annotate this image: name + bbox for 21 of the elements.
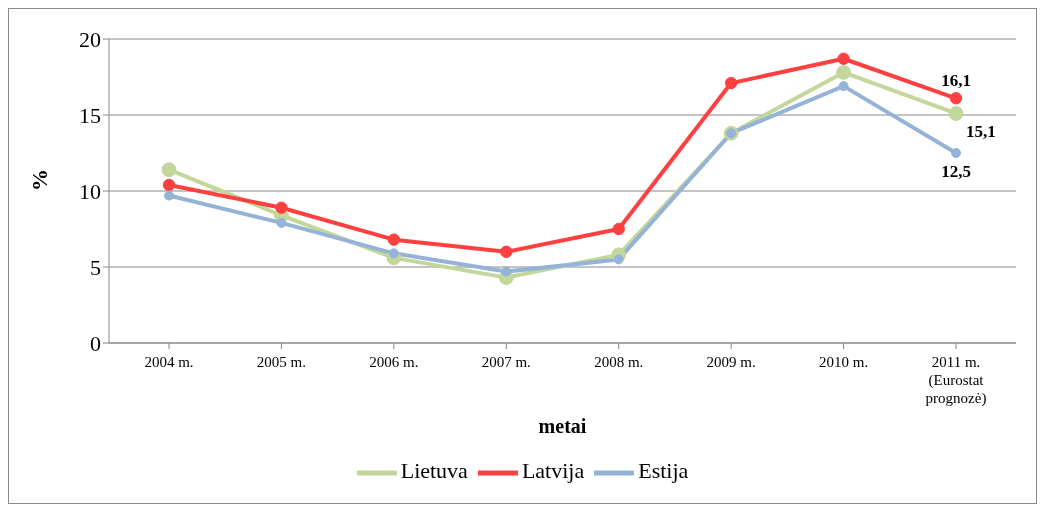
data-label: 16,1 <box>941 71 971 91</box>
y-axis-title: % <box>26 169 52 191</box>
y-tick-label: 15 <box>79 102 101 128</box>
x-axis-title: metai <box>538 415 587 437</box>
y-tick-label: 0 <box>90 330 101 356</box>
x-tick-label: 2005 m. <box>256 354 307 370</box>
y-tick-label: 5 <box>90 254 101 280</box>
y-tick-label: 20 <box>79 26 101 52</box>
x-tick-label: 2010 m. <box>818 354 869 370</box>
x-tick-label: 2008 m. <box>594 354 644 370</box>
x-tick-label: 2007 m. <box>481 354 531 370</box>
x-tick-label: 2011 m. (Eurostat prognozė) <box>925 354 987 407</box>
data-label: 15,1 <box>966 122 996 142</box>
legend-label: Estija <box>638 458 689 484</box>
x-tick-label: 2009 m. <box>706 354 756 370</box>
y-tick-label: 10 <box>79 178 101 204</box>
legend-label: Lietuva <box>400 458 468 484</box>
data-label: 12,5 <box>941 162 971 181</box>
x-tick-label: 2006 m. <box>369 354 419 370</box>
legend-label: Latvija <box>521 458 585 484</box>
x-tick-label: 2004 m. <box>144 354 194 370</box>
